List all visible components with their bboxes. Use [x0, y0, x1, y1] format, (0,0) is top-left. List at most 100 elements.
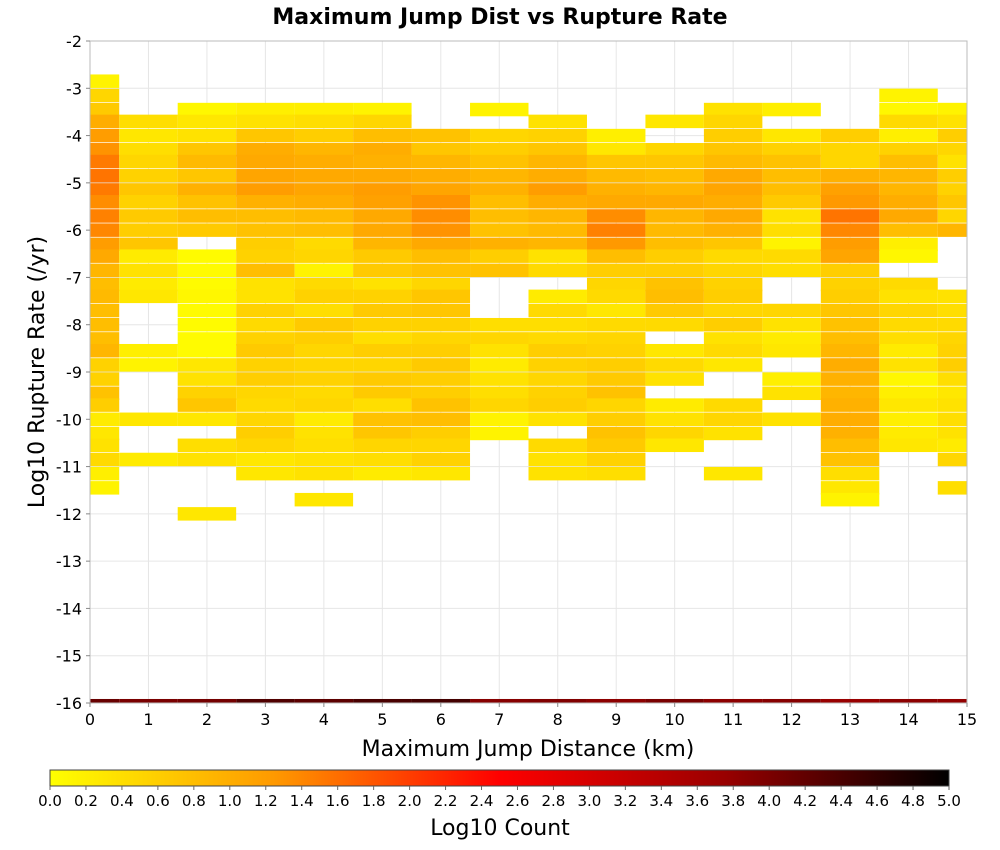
heatmap-cell	[119, 263, 178, 278]
heatmap-cell	[353, 372, 412, 386]
heatmap-cell	[353, 114, 412, 129]
heatmap-cell	[703, 303, 763, 318]
heatmap-cell	[470, 426, 529, 441]
heatmap-cell	[879, 358, 938, 372]
heatmap-cell	[586, 249, 646, 263]
colorbar: 0.0 0.2 0.4 0.6 0.8 1.0 1.2 1.4 1.6 1.8 2.0 2.2 2.4 2…	[38, 769, 961, 841]
heatmap-cell	[353, 154, 412, 169]
heatmap-cell	[528, 114, 587, 129]
heatmap-cell	[411, 223, 471, 237]
heatmap-cell	[879, 88, 938, 103]
heatmap-cell	[470, 343, 529, 358]
heatmap-cell	[937, 143, 967, 157]
heatmap-cell	[119, 195, 178, 209]
x-tick-label: 6	[436, 710, 446, 729]
heatmap-cell	[703, 317, 763, 332]
heatmap-cell	[119, 169, 178, 183]
heatmap-cell	[353, 263, 412, 278]
heatmap-cell-bottom	[703, 698, 763, 703]
heatmap-cell	[820, 195, 880, 209]
heatmap-cell	[820, 332, 880, 346]
heatmap-cell	[586, 426, 646, 441]
heatmap-cell	[353, 249, 412, 263]
heatmap-cell	[645, 426, 704, 441]
heatmap-cell	[879, 183, 938, 197]
heatmap-cell	[236, 372, 295, 386]
heatmap-cell	[820, 398, 880, 412]
heatmap-cell	[879, 426, 938, 441]
heatmap-cell	[470, 317, 529, 332]
heatmap-cell	[411, 372, 471, 386]
heatmap-cell	[90, 386, 120, 401]
heatmap-cell	[937, 195, 967, 209]
y-axis-ticks: -2 -3 -4 -5 -6 -7 -8 -9 -10 -11 -12 -13 -14 -15 -16	[56, 32, 90, 713]
heatmap-cell	[528, 466, 587, 481]
heatmap-cell	[119, 237, 178, 252]
heatmap-cell	[586, 412, 646, 427]
colorbar-tick-label: 4.0	[757, 792, 781, 810]
colorbar-tick-label: 2.0	[398, 792, 422, 810]
y-tick-label: -10	[56, 410, 82, 429]
heatmap-cell	[119, 358, 178, 372]
heatmap-cell-bottom	[353, 698, 412, 703]
heatmap-cell	[236, 183, 295, 197]
colorbar-tick-label: 1.6	[326, 792, 350, 810]
heatmap-cell	[820, 343, 880, 358]
heatmap-cell	[820, 438, 880, 453]
colorbar-tick-label: 0.0	[38, 792, 62, 810]
heatmap-cell	[90, 358, 120, 372]
heatmap-cell	[411, 466, 471, 481]
heatmap-cell	[90, 263, 120, 278]
colorbar-tick-label: 1.0	[218, 792, 242, 810]
y-tick-label: -14	[56, 599, 82, 618]
heatmap-cell	[528, 289, 587, 304]
heatmap-cell	[411, 332, 471, 346]
heatmap-cell	[879, 438, 938, 453]
heatmap-cell	[528, 128, 587, 143]
heatmap-cell	[645, 143, 704, 157]
heatmap-cell	[820, 289, 880, 304]
heatmap-cell	[177, 249, 237, 263]
heatmap-cell	[177, 102, 237, 117]
heatmap-cell	[411, 154, 471, 169]
heatmap-cell	[411, 263, 471, 278]
heatmap-cell	[236, 358, 295, 372]
heatmap-cell	[762, 263, 821, 278]
colorbar-tick-label: 2.6	[506, 792, 530, 810]
heatmap-cell	[820, 481, 880, 495]
heatmap-cell	[645, 277, 704, 292]
heatmap-cell	[353, 398, 412, 412]
heatmap-cell	[937, 114, 967, 129]
heatmap-cell	[177, 277, 237, 292]
heatmap-cell	[820, 169, 880, 183]
heatmap-cell	[762, 343, 821, 358]
heatmap-cell	[645, 398, 704, 412]
colorbar-tick-label: 4.4	[829, 792, 853, 810]
heatmap-cell	[177, 128, 237, 143]
heatmap-cell	[236, 398, 295, 412]
heatmap-cell	[820, 466, 880, 481]
heatmap-cell	[177, 263, 237, 278]
heatmap-cell	[703, 143, 763, 157]
colorbar-tick-label: 3.8	[721, 792, 745, 810]
heatmap-cell	[586, 128, 646, 143]
heatmap-cell	[294, 128, 354, 143]
heatmap-cell-bottom	[586, 698, 646, 703]
heatmap-cell	[879, 372, 938, 386]
heatmap-cell	[90, 169, 120, 183]
heatmap-cell	[177, 195, 237, 209]
heatmap-cell	[937, 128, 967, 143]
heatmap-cell	[90, 114, 120, 129]
colorbar-tick-label: 3.4	[649, 792, 673, 810]
heatmap-cell	[411, 452, 471, 467]
heatmap-cell	[586, 317, 646, 332]
heatmap-cell	[820, 143, 880, 157]
y-axis-label: Log10 Rupture Rate (/yr)	[25, 236, 50, 508]
heatmap-cell	[119, 143, 178, 157]
heatmap-cell	[820, 372, 880, 386]
heatmap-cell	[294, 143, 354, 157]
heatmap-cell	[353, 438, 412, 453]
x-tick-label: 9	[611, 710, 621, 729]
heatmap-cell	[411, 317, 471, 332]
x-tick-label: 11	[723, 710, 743, 729]
